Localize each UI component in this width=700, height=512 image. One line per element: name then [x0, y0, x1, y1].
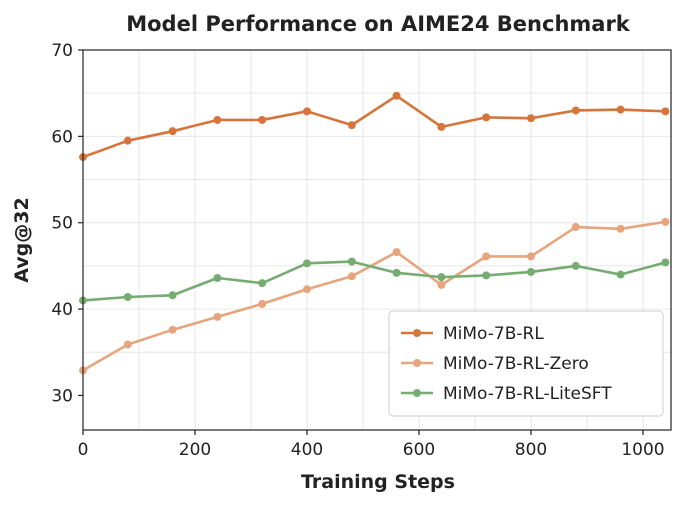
y-tick-label: 60: [51, 127, 73, 147]
x-tick-label: 400: [291, 440, 323, 460]
y-tick-label: 70: [51, 41, 73, 61]
axis-ticks: 0 200 400 600 800 1000 30 40 50 60 70: [51, 41, 664, 460]
data-point: [482, 252, 491, 261]
series-mimo-7b-rl-zero: [79, 217, 670, 375]
x-axis-label: Training Steps: [301, 471, 455, 493]
data-point: [123, 136, 132, 145]
data-point: [303, 107, 311, 116]
legend-label: MiMo-7B-RL-Zero: [443, 354, 589, 374]
data-point: [347, 257, 356, 266]
x-tick-label: 800: [515, 440, 547, 460]
data-point: [303, 285, 311, 294]
y-tick-label: 50: [51, 214, 73, 234]
data-point: [213, 274, 222, 282]
legend: MiMo-7B-RL MiMo-7B-RL-Zero MiMo-7B-RL-Lite…: [388, 310, 664, 417]
data-point: [213, 312, 222, 321]
chart-title: Model Performance on AIME24 Benchmark: [126, 12, 631, 36]
plot-frame: [82, 49, 672, 431]
y-tick-label: 30: [51, 386, 73, 406]
x-tick-label: 600: [403, 440, 435, 460]
series-line: [82, 94, 666, 159]
legend-box: [388, 310, 664, 417]
legend-marker: [413, 359, 421, 367]
data-point: [123, 340, 132, 349]
data-point: [527, 114, 535, 123]
data-point: [437, 273, 446, 282]
data-point: [258, 299, 267, 308]
y-tick-label: 40: [51, 300, 73, 320]
x-tick-label: 200: [179, 440, 211, 460]
data-point: [661, 258, 670, 267]
data-point: [258, 115, 267, 124]
data-point: [616, 224, 625, 233]
data-point: [168, 127, 177, 136]
data-point: [392, 248, 401, 257]
data-point: [347, 121, 356, 130]
series-line: [82, 260, 666, 302]
y-axis-label: Avg@32: [11, 197, 33, 282]
series-mimo-7b-rl-litesft: [79, 257, 670, 305]
data-point: [527, 252, 535, 261]
data-point: [616, 105, 625, 114]
data-point: [661, 217, 670, 226]
x-tick-label: 1000: [621, 440, 664, 460]
data-point: [616, 270, 625, 279]
data-point: [437, 122, 446, 131]
data-point: [168, 291, 177, 300]
data-point: [123, 293, 132, 301]
data-point: [571, 261, 580, 270]
data-point: [392, 268, 401, 277]
data-point: [482, 113, 491, 122]
data-point: [392, 91, 401, 100]
data-point: [571, 106, 580, 115]
series-line: [82, 220, 666, 372]
series-mimo-7b-rl: [79, 91, 670, 162]
x-tick-label: 0: [78, 440, 89, 460]
data-point: [258, 279, 267, 288]
legend-label: MiMo-7B-RL: [443, 324, 544, 344]
legend-marker: [413, 389, 421, 397]
legend-label: MiMo-7B-RL-LiteSFT: [443, 384, 612, 404]
data-point: [168, 325, 177, 334]
data-point: [303, 259, 311, 268]
data-point: [437, 280, 446, 289]
data-point: [482, 271, 491, 280]
data-point: [213, 115, 222, 124]
data-point: [661, 107, 670, 116]
data-point: [571, 223, 580, 232]
series-layer: [79, 91, 670, 375]
legend-marker: [413, 329, 421, 337]
data-point: [527, 267, 535, 276]
data-point: [347, 272, 356, 281]
